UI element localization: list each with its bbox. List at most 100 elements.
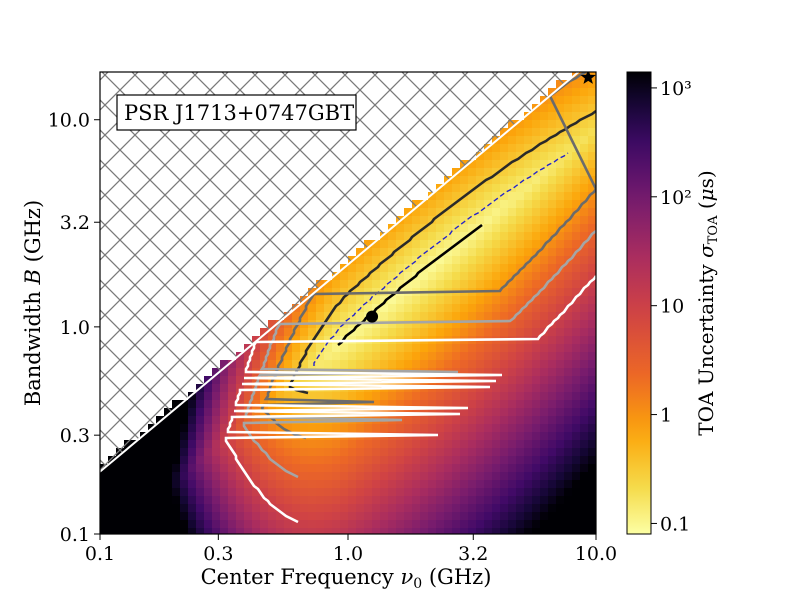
heatmap-cell bbox=[372, 488, 381, 497]
heatmap-cell bbox=[468, 256, 477, 265]
heatmap-cell bbox=[316, 520, 325, 529]
heatmap-cell bbox=[460, 448, 469, 457]
heatmap-cell bbox=[108, 528, 117, 534]
heatmap-cell bbox=[460, 520, 469, 529]
heatmap-cell bbox=[388, 344, 397, 353]
heatmap-cell bbox=[396, 312, 405, 321]
heatmap-cell bbox=[388, 240, 397, 249]
heatmap-cell bbox=[588, 424, 596, 433]
heatmap-cell bbox=[204, 408, 213, 417]
heatmap-cell bbox=[396, 392, 405, 401]
heatmap-cell bbox=[460, 280, 469, 289]
heatmap-cell bbox=[460, 480, 469, 489]
heatmap-cell bbox=[396, 272, 405, 281]
heatmap-cell bbox=[260, 520, 269, 529]
heatmap-cell bbox=[172, 520, 181, 529]
heatmap-cell bbox=[428, 208, 437, 217]
heatmap-cell bbox=[460, 264, 469, 273]
heatmap-cell bbox=[484, 480, 493, 489]
heatmap-cell bbox=[444, 320, 453, 329]
heatmap-cell bbox=[260, 472, 269, 481]
heatmap-cell bbox=[156, 424, 165, 433]
heatmap-cell bbox=[564, 96, 573, 105]
heatmap-cell bbox=[428, 392, 437, 401]
heatmap-cell bbox=[564, 280, 573, 289]
heatmap-cell bbox=[340, 296, 349, 305]
heatmap-cell bbox=[548, 304, 557, 313]
heatmap-cell bbox=[204, 384, 213, 393]
heatmap-cell bbox=[540, 272, 549, 281]
heatmap-cell bbox=[524, 128, 533, 137]
heatmap-cell bbox=[332, 272, 341, 281]
heatmap-cell bbox=[180, 432, 189, 441]
heatmap-cell bbox=[580, 120, 589, 129]
heatmap-cell bbox=[532, 472, 541, 481]
heatmap-cell bbox=[364, 392, 373, 401]
heatmap-cell bbox=[412, 520, 421, 529]
heatmap-cell bbox=[356, 352, 365, 361]
heatmap-cell bbox=[532, 512, 541, 521]
heatmap-cell bbox=[540, 320, 549, 329]
heatmap-cell bbox=[452, 176, 461, 185]
heatmap-cell bbox=[276, 328, 285, 337]
heatmap-cell bbox=[252, 352, 261, 361]
heatmap-cell bbox=[356, 504, 365, 513]
heatmap-cell bbox=[292, 488, 301, 497]
heatmap-cell bbox=[564, 336, 573, 345]
heatmap-cell bbox=[204, 424, 213, 433]
heatmap-cell bbox=[548, 376, 557, 385]
heatmap-cell bbox=[412, 280, 421, 289]
heatmap-cell bbox=[388, 488, 397, 497]
heatmap-cell bbox=[436, 240, 445, 249]
heatmap-cell bbox=[588, 528, 596, 534]
heatmap-cell bbox=[188, 424, 197, 433]
heatmap-cell bbox=[524, 352, 533, 361]
heatmap-cell bbox=[220, 368, 229, 377]
heatmap-cell bbox=[436, 416, 445, 425]
heatmap-cell bbox=[468, 328, 477, 337]
heatmap-cell bbox=[236, 360, 245, 369]
y-axis-label: Bandwidth B (GHz) bbox=[21, 200, 45, 406]
heatmap-cell bbox=[540, 384, 549, 393]
heatmap-cell bbox=[476, 496, 485, 505]
heatmap-cell bbox=[156, 456, 165, 465]
heatmap-cell bbox=[580, 128, 589, 137]
heatmap-cell bbox=[500, 304, 509, 313]
heatmap-cell bbox=[316, 296, 325, 305]
heatmap-cell bbox=[516, 200, 525, 209]
heatmap-cell bbox=[532, 392, 541, 401]
heatmap-cell bbox=[404, 392, 413, 401]
heatmap-cell bbox=[564, 408, 573, 417]
heatmap-cell bbox=[196, 400, 205, 409]
heatmap-cell bbox=[532, 520, 541, 529]
heatmap-cell bbox=[412, 248, 421, 257]
heatmap-cell bbox=[492, 360, 501, 369]
heatmap-cell bbox=[492, 280, 501, 289]
heatmap-cell bbox=[532, 112, 541, 121]
heatmap-cell bbox=[380, 424, 389, 433]
heatmap-cell bbox=[236, 488, 245, 497]
heatmap-cell bbox=[228, 384, 237, 393]
heatmap-cell bbox=[436, 480, 445, 489]
heatmap-cell bbox=[348, 296, 357, 305]
heatmap-cell bbox=[548, 288, 557, 297]
heatmap-cell bbox=[396, 304, 405, 313]
heatmap-cell bbox=[284, 376, 293, 385]
heatmap-cell bbox=[308, 360, 317, 369]
heatmap-cell bbox=[252, 448, 261, 457]
heatmap-cell bbox=[196, 440, 205, 449]
heatmap-cell bbox=[188, 480, 197, 489]
y-tick-label: 0.3 bbox=[60, 425, 90, 447]
heatmap-cell bbox=[540, 256, 549, 265]
heatmap-cell bbox=[388, 232, 397, 241]
heatmap-cell bbox=[340, 488, 349, 497]
heatmap-cell bbox=[316, 488, 325, 497]
heatmap-cell bbox=[396, 296, 405, 305]
heatmap-cell bbox=[540, 392, 549, 401]
heatmap-cell bbox=[564, 184, 573, 193]
heatmap-cell bbox=[468, 528, 477, 534]
heatmap-cell bbox=[148, 488, 157, 497]
heatmap-cell bbox=[492, 328, 501, 337]
heatmap-cell bbox=[492, 368, 501, 377]
heatmap-cell bbox=[292, 456, 301, 465]
